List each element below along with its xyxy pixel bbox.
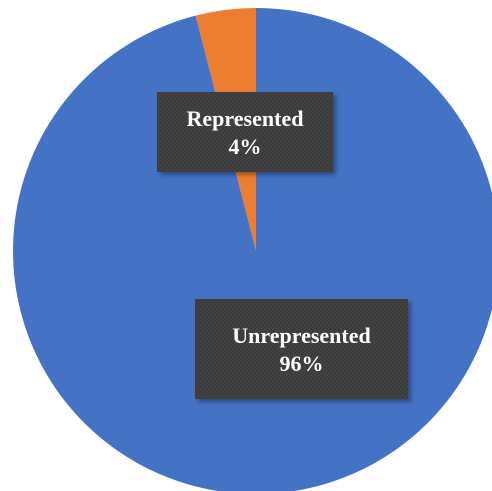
data-label-category: Represented xyxy=(187,106,304,131)
data-label-represented: Represented 4% xyxy=(157,92,333,172)
data-label-value: 4% xyxy=(229,134,262,159)
data-label-category: Unrepresented xyxy=(232,323,371,348)
pie-slices xyxy=(13,7,492,491)
data-label-unrepresented: Unrepresented 96% xyxy=(195,299,408,399)
data-label-value: 96% xyxy=(280,351,324,376)
data-labels: Represented 4% Unrepresented 96% xyxy=(157,92,408,399)
data-label-box xyxy=(195,299,408,399)
data-label-box xyxy=(157,92,333,172)
